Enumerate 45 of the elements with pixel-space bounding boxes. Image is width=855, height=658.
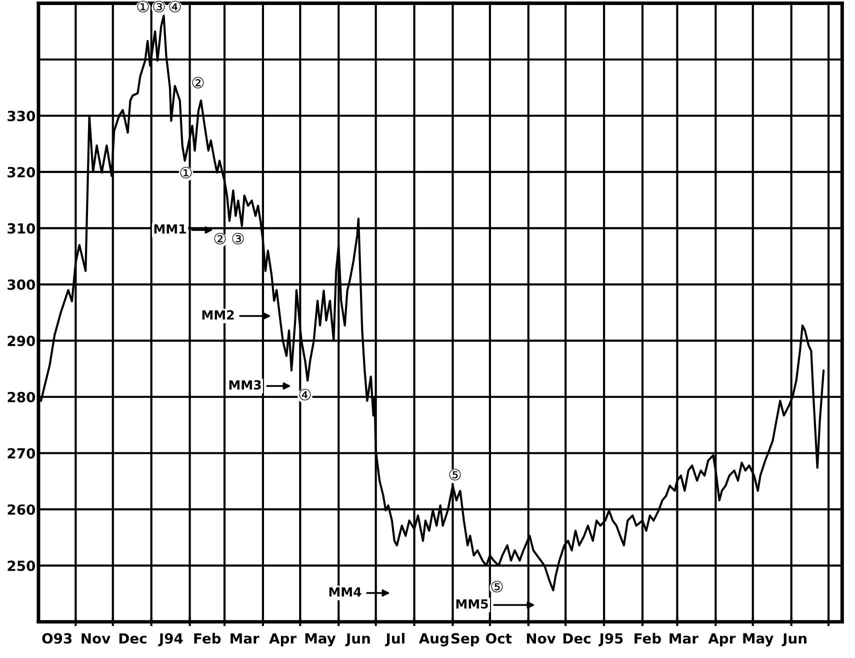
x-tick-label: O93 (42, 633, 72, 644)
x-tick-label: Nov (526, 633, 556, 644)
x-tick-label: Jun (345, 633, 370, 646)
x-tick-label: Feb (194, 632, 221, 644)
x-tick-label: J95 (598, 633, 623, 646)
annotation: MM1 (154, 224, 186, 234)
x-tick-label: Mar (670, 633, 698, 644)
x-tick-label: Aug (418, 633, 448, 646)
x-tick-label: Sep (451, 633, 480, 646)
annotation: ② (192, 76, 204, 88)
x-tick-label: May (305, 633, 336, 646)
x-tick-label: Apr (708, 633, 736, 646)
x-tick-label: J94 (158, 633, 183, 646)
annotation: ① (137, 0, 149, 12)
annotation: ① (180, 166, 192, 178)
annotation: MM3 (229, 380, 261, 390)
annotation: MM2 (202, 310, 234, 320)
annotation: ② (214, 232, 226, 244)
annotation: ④ (299, 388, 311, 400)
annotation: ⑤ (449, 468, 461, 480)
y-tick-label: 320 (8, 166, 36, 178)
y-tick-label: 260 (8, 504, 36, 515)
x-tick-label: Apr (269, 633, 297, 646)
y-tick-label: 290 (8, 336, 36, 346)
y-tick-label: 310 (8, 223, 36, 234)
annotation: MM5 (456, 599, 488, 609)
annotation: ③ (153, 0, 165, 12)
y-tick-label: 250 (8, 560, 36, 572)
annotation: MM4 (329, 587, 362, 596)
x-tick-label: Oct (486, 633, 512, 644)
annotation: ⑤ (491, 580, 503, 592)
y-tick-label: 300 (8, 279, 36, 290)
y-tick-label: 270 (8, 448, 36, 459)
y-tick-label: 280 (8, 392, 36, 402)
x-tick-label: Feb (634, 632, 661, 644)
x-tick-label: Dec (563, 633, 590, 644)
x-tick-label: Dec (119, 633, 146, 644)
annotation: ④ (169, 0, 181, 12)
x-tick-label: Nov (82, 633, 110, 644)
y-tick-label: 330 (8, 110, 36, 122)
x-tick-label: Mar (230, 633, 260, 644)
annotation: ③ (232, 232, 244, 244)
x-tick-label: Jul (384, 632, 404, 646)
x-tick-label: May (743, 633, 774, 646)
x-tick-label: Jun (782, 633, 806, 646)
